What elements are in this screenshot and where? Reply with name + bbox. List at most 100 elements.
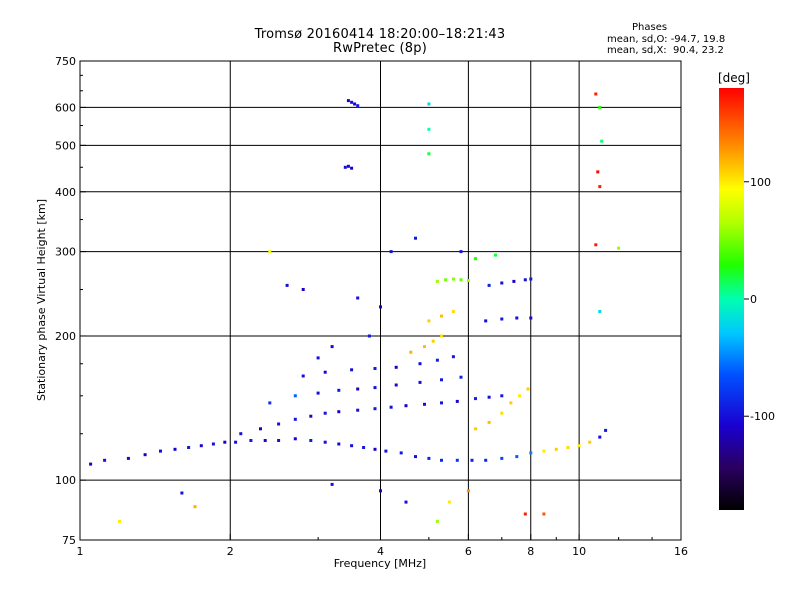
data-point bbox=[598, 105, 602, 109]
x-tick-label: 10 bbox=[572, 545, 586, 558]
colorbar-tick-label: 100 bbox=[750, 176, 771, 189]
data-point bbox=[180, 491, 184, 495]
x-axis: 1 2 4 6 8 10 16 bbox=[77, 534, 688, 558]
y-tick-label: 200 bbox=[55, 330, 76, 343]
data-point bbox=[500, 281, 504, 285]
data-point bbox=[350, 368, 354, 372]
data-point bbox=[594, 92, 598, 96]
data-point bbox=[323, 370, 327, 374]
data-point bbox=[293, 417, 297, 421]
data-point bbox=[487, 395, 491, 399]
data-point bbox=[293, 437, 297, 441]
data-point bbox=[89, 462, 93, 466]
data-point bbox=[500, 411, 504, 415]
data-point bbox=[350, 444, 354, 448]
data-point bbox=[515, 455, 519, 459]
data-point bbox=[598, 310, 602, 313]
data-point bbox=[427, 102, 431, 106]
data-point bbox=[293, 394, 297, 398]
data-point bbox=[330, 345, 334, 349]
data-point bbox=[598, 435, 602, 439]
data-point bbox=[440, 378, 443, 382]
data-point bbox=[455, 458, 459, 462]
data-point bbox=[337, 410, 341, 414]
data-point bbox=[389, 405, 393, 409]
data-point bbox=[440, 458, 443, 462]
data-point bbox=[470, 458, 474, 462]
data-point bbox=[427, 127, 431, 131]
data-point bbox=[384, 449, 388, 453]
data-point bbox=[404, 404, 408, 408]
data-point bbox=[373, 386, 377, 390]
colorbar-tick-label: 0 bbox=[750, 293, 757, 306]
data-point bbox=[598, 185, 602, 189]
data-point bbox=[427, 152, 431, 156]
data-point bbox=[451, 310, 455, 313]
data-point bbox=[350, 166, 354, 170]
data-point bbox=[356, 296, 360, 300]
data-point bbox=[466, 279, 470, 283]
data-point bbox=[617, 246, 621, 250]
data-point bbox=[423, 402, 426, 406]
colorbar-label: [deg] bbox=[718, 71, 750, 85]
chart-subtitle: RwPretec (8p) bbox=[333, 41, 427, 56]
data-point bbox=[604, 428, 608, 432]
data-point bbox=[451, 355, 455, 359]
phase-stats-heading: Phases bbox=[632, 22, 668, 33]
x-tick-label: 2 bbox=[227, 545, 234, 558]
data-point bbox=[353, 102, 357, 106]
data-point bbox=[474, 397, 477, 401]
data-point bbox=[466, 489, 470, 493]
data-point bbox=[596, 170, 600, 174]
data-point bbox=[159, 449, 162, 453]
data-point bbox=[118, 519, 121, 523]
data-point bbox=[373, 447, 377, 451]
data-point bbox=[427, 319, 431, 323]
data-point bbox=[435, 358, 439, 362]
data-point bbox=[414, 455, 417, 459]
x-tick-label: 1 bbox=[77, 545, 84, 558]
data-point bbox=[367, 334, 371, 338]
data-point bbox=[542, 512, 546, 516]
data-point bbox=[350, 100, 354, 104]
data-point bbox=[418, 362, 422, 366]
data-point bbox=[379, 489, 382, 493]
x-tick-label: 6 bbox=[465, 545, 472, 558]
data-point bbox=[285, 283, 289, 287]
data-point bbox=[440, 401, 443, 405]
y-tick-label: 750 bbox=[55, 55, 76, 68]
data-point bbox=[418, 380, 422, 384]
data-point bbox=[337, 388, 341, 392]
data-point bbox=[474, 427, 477, 431]
data-point bbox=[316, 356, 320, 360]
y-axis-label: Stationary phase Virtual Height [km] bbox=[35, 199, 48, 401]
data-point bbox=[399, 451, 403, 455]
data-point bbox=[223, 440, 227, 444]
data-point bbox=[529, 277, 533, 281]
data-point bbox=[500, 456, 504, 460]
data-point bbox=[373, 367, 377, 370]
data-point bbox=[500, 394, 504, 398]
data-point bbox=[211, 442, 215, 446]
data-point bbox=[234, 440, 238, 444]
plot-grid bbox=[80, 61, 681, 540]
data-point bbox=[459, 375, 463, 379]
colorbar bbox=[719, 88, 744, 510]
data-point bbox=[143, 453, 147, 457]
x-axis-label: Frequency [MHz] bbox=[334, 557, 426, 570]
data-point bbox=[459, 250, 463, 254]
data-point bbox=[356, 408, 360, 412]
data-point bbox=[494, 253, 497, 257]
data-point bbox=[440, 314, 443, 318]
data-point bbox=[356, 104, 360, 108]
data-point bbox=[394, 383, 398, 387]
data-point bbox=[509, 401, 513, 405]
data-point bbox=[193, 505, 197, 509]
data-point bbox=[323, 411, 327, 415]
data-point bbox=[337, 442, 341, 446]
data-point bbox=[323, 440, 327, 444]
y-tick-label: 500 bbox=[55, 139, 76, 152]
data-point bbox=[259, 427, 262, 431]
chart-title: Tromsø 20160414 18:20:00–18:21:43 bbox=[254, 27, 506, 42]
y-tick-label: 75 bbox=[62, 534, 76, 547]
